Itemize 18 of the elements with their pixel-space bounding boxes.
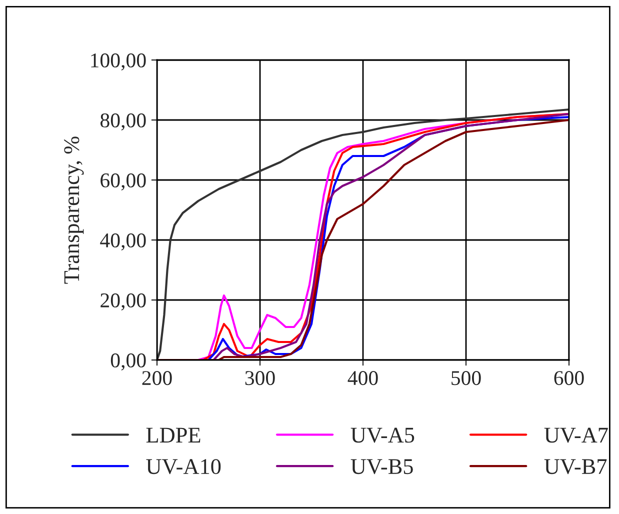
y-tick-label: 80,00 — [100, 113, 146, 130]
x-tick-label: 200 — [142, 371, 172, 386]
y-tick-label: 20,00 — [100, 293, 146, 310]
x-tick-label: 400 — [348, 371, 378, 386]
legend-label: UV-A7 — [544, 428, 608, 443]
legend-label: UV-B7 — [544, 459, 607, 474]
y-tick-label: 60,00 — [100, 173, 146, 190]
legend-label: UV-B5 — [350, 459, 413, 474]
x-tick-label: 500 — [452, 371, 481, 386]
y-tick-label: 100,00 — [91, 53, 146, 70]
legend-label: UV-A10 — [146, 459, 221, 474]
y-tick-label: 0,00 — [110, 353, 146, 370]
y-tick-label: 40,00 — [100, 233, 146, 250]
legend-label: UV-A5 — [350, 428, 414, 443]
legend-label: LDPE — [146, 428, 200, 442]
y-axis-title: Transparency, % — [64, 136, 84, 284]
x-tick-label: 600 — [554, 371, 584, 386]
x-tick-label: 300 — [245, 371, 275, 386]
